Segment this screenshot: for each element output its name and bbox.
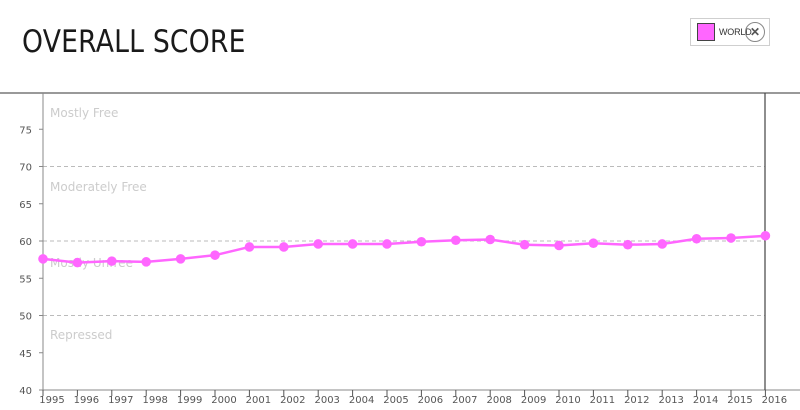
zone-label: Mostly Free: [50, 106, 118, 120]
zone-label: Repressed: [50, 328, 112, 342]
data-point: [760, 230, 771, 241]
x-tick-label: 2009: [521, 395, 546, 406]
x-tick-label: 1998: [142, 395, 167, 406]
data-point: [657, 239, 667, 249]
x-tick-label: 1996: [74, 395, 99, 406]
x-tick-label: 2010: [555, 395, 580, 406]
data-point: [72, 257, 83, 268]
x-tick-label: 2011: [590, 395, 615, 406]
legend-label: WORLD: [719, 27, 752, 37]
x-tick-label: 2006: [418, 395, 443, 406]
y-tick-label: 55: [19, 274, 32, 285]
series-world: [38, 230, 771, 268]
tick-labels: 40 45 50 55 60 65 70 75 1995 1996 1997 1998 1999 2000…: [19, 125, 787, 406]
x-tick-label: 2014: [693, 395, 718, 406]
x-tick-label: 2012: [624, 395, 649, 406]
series-line-world: [42, 234, 766, 264]
x-tick-label: 1999: [177, 395, 202, 406]
data-point: [210, 250, 220, 260]
data-point: [279, 242, 289, 252]
x-tick-label: 2008: [486, 395, 511, 406]
x-tick-label: 2002: [280, 395, 305, 406]
data-point: [554, 240, 564, 251]
x-tick-label: 2015: [727, 395, 752, 406]
data-point: [623, 239, 633, 250]
data-point: [38, 254, 48, 264]
x-tick-label: 1997: [108, 395, 133, 406]
y-tick-label: 65: [19, 200, 32, 211]
data-point: [107, 256, 117, 266]
x-tick-label: 2001: [246, 395, 271, 406]
data-point: [141, 257, 151, 267]
data-point: [347, 239, 358, 249]
data-point: [519, 239, 530, 250]
data-point: [244, 242, 255, 252]
x-tick-label: 2005: [383, 395, 408, 406]
legend-item-world[interactable]: WORLD ✕: [690, 18, 770, 46]
x-tick-label: 1995: [39, 395, 64, 406]
page-title: OVERALL SCORE: [22, 24, 246, 60]
x-tick-label: 2013: [658, 395, 683, 406]
legend-swatch: [697, 23, 715, 41]
data-point: [691, 233, 702, 244]
y-tick-label: 50: [19, 312, 32, 323]
data-point: [451, 235, 461, 246]
x-tick-label: 2007: [452, 395, 477, 406]
data-point: [588, 238, 599, 249]
y-tick-label: 60: [19, 237, 32, 248]
y-tick-label: 40: [19, 386, 32, 397]
zone-label: Moderately Free: [50, 180, 147, 194]
data-point: [726, 233, 736, 243]
data-point: [416, 236, 427, 247]
y-tick-label: 75: [19, 125, 32, 136]
data-point: [485, 234, 496, 245]
data-point: [313, 239, 324, 249]
close-icon[interactable]: ✕: [745, 22, 765, 42]
data-point: [175, 254, 186, 264]
grid-layer: [43, 166, 765, 316]
x-tick-label: 2004: [349, 395, 374, 406]
y-tick-label: 45: [19, 349, 32, 360]
x-tick-label: 2016: [762, 395, 787, 406]
y-tick-label: 70: [19, 163, 32, 174]
x-tick-label: 2000: [211, 395, 236, 406]
x-tick-label: 2003: [314, 395, 339, 406]
data-point: [382, 239, 392, 249]
